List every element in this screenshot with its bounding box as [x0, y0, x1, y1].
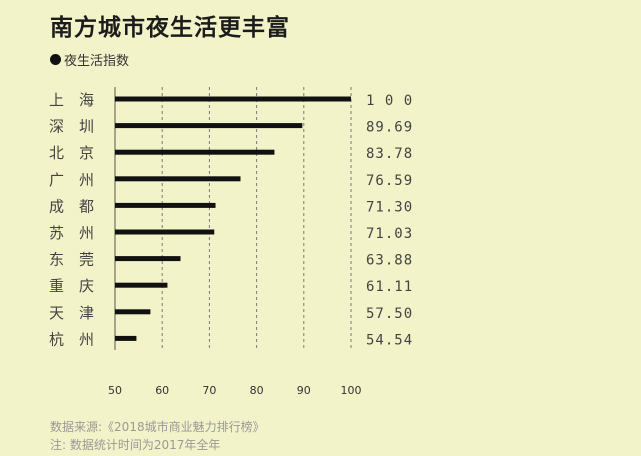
- source-note: 数据来源:《2018城市商业魅力排行榜》: [50, 420, 265, 434]
- legend-dot-icon: [50, 54, 61, 65]
- legend: 夜生活指数: [50, 50, 129, 69]
- value-label: 61.11: [366, 279, 413, 295]
- bar: [115, 96, 351, 102]
- category-label: 上 海: [49, 91, 94, 109]
- category-label: 东 莞: [49, 251, 94, 269]
- category-label: 天 津: [49, 304, 94, 322]
- value-label: 76.59: [366, 173, 413, 189]
- x-tick-label: 90: [297, 384, 311, 397]
- category-label: 杭 州: [49, 330, 94, 348]
- bar: [115, 149, 275, 155]
- bar: [115, 123, 303, 129]
- bar: [115, 256, 181, 262]
- category-label: 深 圳: [49, 118, 94, 136]
- category-label: 苏 州: [49, 224, 94, 242]
- bar: [115, 309, 151, 315]
- bar: [115, 335, 137, 341]
- value-label: 54.54: [366, 332, 413, 348]
- x-tick-label: 80: [250, 384, 264, 397]
- value-label: 71.30: [366, 199, 413, 215]
- category-label: 重 庆: [49, 277, 94, 295]
- value-label: 71.03: [366, 226, 413, 242]
- value-label: 83.78: [366, 146, 413, 162]
- legend-label: 夜生活指数: [64, 54, 130, 69]
- bar: [115, 202, 216, 208]
- category-label: 北 京: [49, 144, 94, 162]
- x-tick-label: 60: [155, 384, 169, 397]
- value-label: 57.50: [366, 306, 413, 322]
- value-label: 63.88: [366, 253, 413, 269]
- footnote: 注: 数据统计时间为2017年全年: [50, 438, 221, 452]
- x-tick-label: 100: [341, 384, 362, 397]
- chart-title: 南方城市夜生活更丰富: [50, 15, 290, 41]
- category-label: 成 都: [49, 197, 94, 215]
- bar: [115, 229, 215, 235]
- value-label: 89.69: [366, 120, 413, 136]
- bar: [115, 176, 241, 182]
- x-tick-label: 50: [108, 384, 122, 397]
- bar: [115, 282, 168, 288]
- category-label: 广 州: [49, 171, 94, 189]
- value-label: 1 0 0: [366, 93, 413, 109]
- x-tick-label: 70: [202, 384, 216, 397]
